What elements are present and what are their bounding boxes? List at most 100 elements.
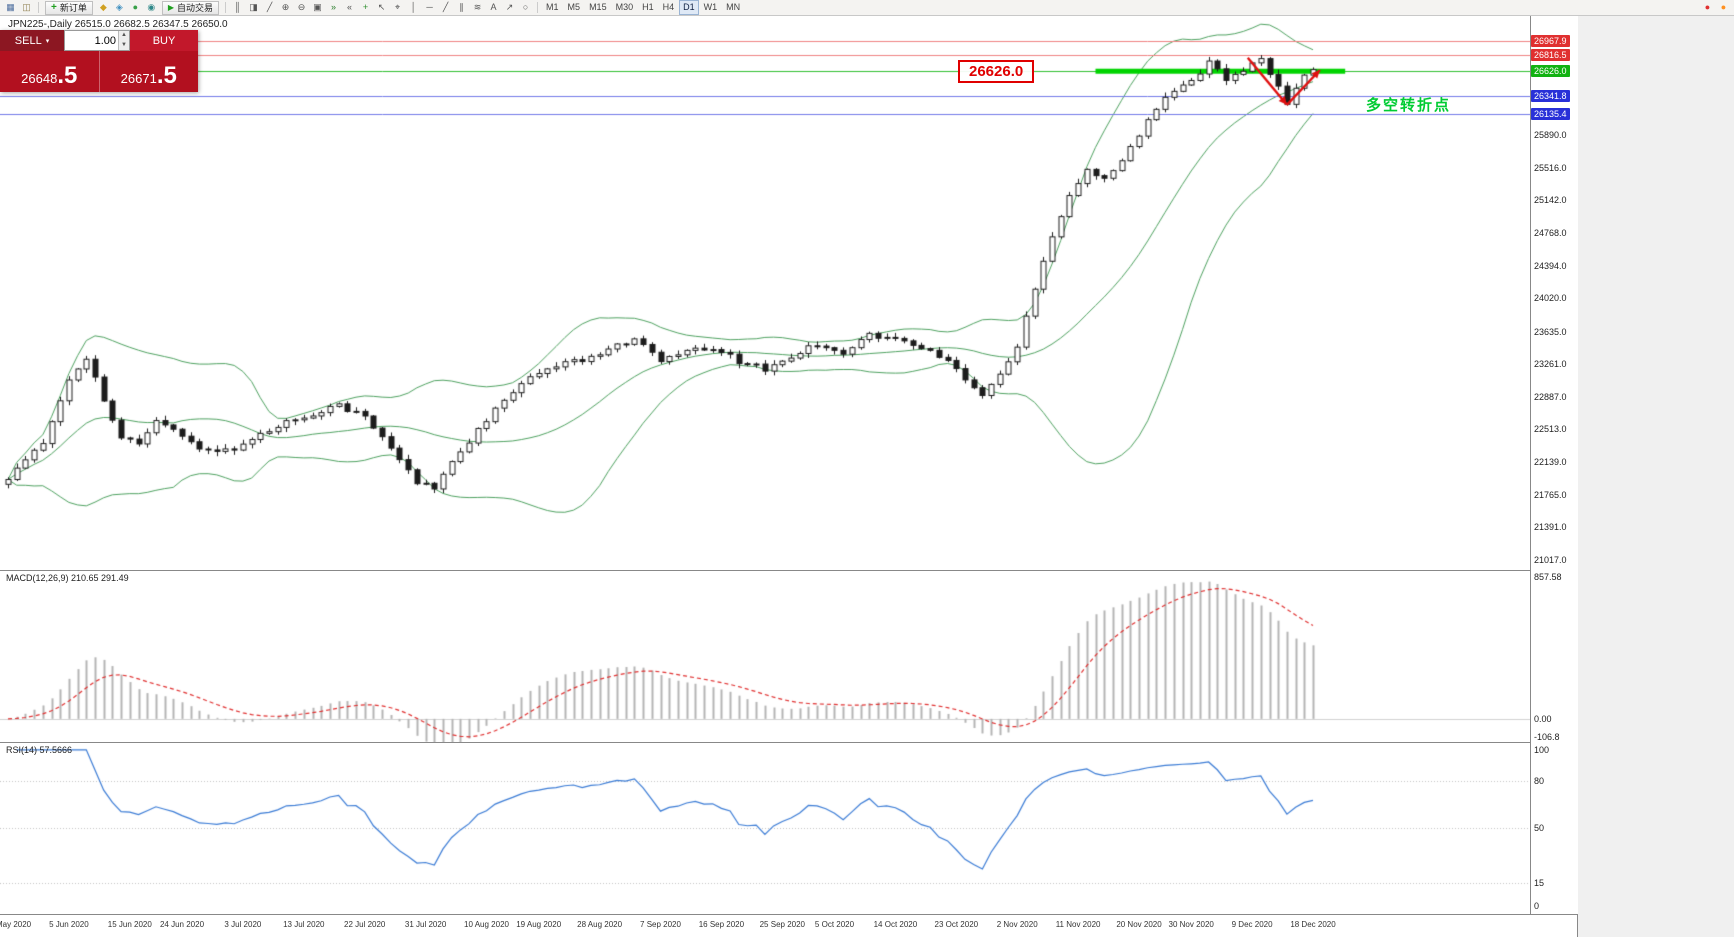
date-axis-label: 2 Nov 2020 xyxy=(996,920,1038,929)
price-axis-tick: 21391.0 xyxy=(1534,522,1567,533)
timeframe-m1[interactable]: M1 xyxy=(546,2,559,12)
price-axis-tick: 21765.0 xyxy=(1534,489,1567,500)
timeframe-w1[interactable]: W1 xyxy=(703,2,718,12)
vertical-line-icon[interactable]: │ xyxy=(410,2,417,12)
date-axis-label: 28 Aug 2020 xyxy=(577,920,623,929)
horizontal-line-icon[interactable]: ─ xyxy=(426,2,433,12)
timeframe-m30[interactable]: M30 xyxy=(615,2,634,12)
timeframe-h1[interactable]: H1 xyxy=(642,2,654,12)
date-axis-label: 7 Sep 2020 xyxy=(640,920,681,929)
plus-icon: + xyxy=(51,2,57,13)
timeframe-h4[interactable]: H4 xyxy=(662,2,675,12)
candlestick-chart-icon[interactable]: ◨ xyxy=(249,2,258,12)
chart-window: 27 May 2020 5 Jun 2020 15 Jun 2020 24 Jun 2… xyxy=(0,16,1578,937)
date-axis-label: 14 Oct 2020 xyxy=(873,920,918,929)
text-label-icon[interactable]: A xyxy=(490,2,497,12)
toolbar-separator xyxy=(537,2,539,13)
timeframe-mn[interactable]: MN xyxy=(726,2,741,12)
fibonacci-icon[interactable]: ≋ xyxy=(473,2,482,12)
macd-axis-tick: -106.8 xyxy=(1534,731,1560,742)
terminal-icon[interactable]: ◉ xyxy=(147,2,156,12)
timeframe-m15[interactable]: M15 xyxy=(589,2,607,12)
navigator-icon[interactable]: ● xyxy=(132,2,139,12)
panel-separator xyxy=(0,570,1578,571)
rsi-axis-tick: 0 xyxy=(1534,901,1540,912)
workspace-background xyxy=(1578,16,1734,937)
crosshair-icon[interactable]: ⌖ xyxy=(394,2,401,12)
date-axis-label: 16 Sep 2020 xyxy=(698,920,745,929)
buy-price-pips: .5 xyxy=(156,62,177,89)
autotrading-button[interactable]: ▶ 自动交易 xyxy=(161,0,220,15)
data-window-icon[interactable]: ◈ xyxy=(115,2,123,12)
auto-scroll-icon[interactable]: » xyxy=(331,2,337,12)
toolbar-separator xyxy=(38,2,39,13)
sell-price[interactable]: 26648.5 xyxy=(0,51,99,92)
date-axis-label: 15 Jun 2020 xyxy=(107,920,152,929)
price-axis-tick: 23635.0 xyxy=(1534,326,1567,337)
buy-button[interactable]: BUY xyxy=(130,30,198,51)
sell-price-main: 26648 xyxy=(21,71,58,86)
sell-price-pips: .5 xyxy=(57,62,78,89)
main-chart-canvas[interactable] xyxy=(0,16,1530,570)
timeframe-m5[interactable]: M5 xyxy=(567,2,581,12)
price-axis-tick: 25142.0 xyxy=(1534,195,1567,206)
line-chart-icon[interactable]: ╱ xyxy=(266,2,273,12)
trendline-icon[interactable]: ╱ xyxy=(442,2,449,12)
price-level-tag: 26135.4 xyxy=(1531,107,1570,120)
macd-axis-tick: 0.00 xyxy=(1534,713,1552,724)
sell-button[interactable]: SELL ▾ xyxy=(0,30,64,51)
date-axis-label: 24 Jun 2020 xyxy=(159,920,205,929)
cursor-icon[interactable]: ↖ xyxy=(377,2,386,12)
market-watch-icon[interactable]: ◆ xyxy=(99,2,107,12)
chevron-down-icon: ▾ xyxy=(45,37,50,45)
price-axis-tick: 25890.0 xyxy=(1534,130,1567,141)
chart-shift-icon[interactable]: « xyxy=(347,2,353,12)
new-chart-icon[interactable]: ▦ xyxy=(6,2,15,12)
buy-label: BUY xyxy=(152,34,176,47)
rsi-canvas[interactable] xyxy=(0,742,1530,914)
price-axis-tick: 21017.0 xyxy=(1534,554,1567,565)
date-axis-label: 25 Sep 2020 xyxy=(759,920,805,929)
timeframe-d1[interactable]: D1 xyxy=(679,0,699,15)
rsi-axis-tick: 50 xyxy=(1534,823,1545,833)
macd-canvas[interactable] xyxy=(0,570,1530,742)
volume-up-button[interactable]: ▲ xyxy=(119,31,129,41)
bar-chart-icon[interactable]: ║ xyxy=(234,2,241,12)
date-axis-label: 20 Nov 2020 xyxy=(1116,920,1162,929)
zoom-in-icon[interactable]: ⊕ xyxy=(281,2,290,12)
price-axis-tick: 25516.0 xyxy=(1534,162,1567,173)
price-axis-tick: 23261.0 xyxy=(1534,359,1567,370)
date-axis-label: 31 Jul 2020 xyxy=(404,920,447,929)
buy-price-main: 26671 xyxy=(120,71,157,86)
arrows-icon[interactable]: ↗ xyxy=(505,2,514,12)
rsi-axis-tick: 80 xyxy=(1534,776,1545,787)
date-axis-label: 27 May 2020 xyxy=(0,920,32,929)
volume-input[interactable] xyxy=(65,31,119,50)
annotation-text: 多空转折点 xyxy=(1366,97,1452,114)
tile-windows-icon[interactable]: ▣ xyxy=(313,2,322,12)
price-level-tag: 26816.5 xyxy=(1531,48,1570,61)
price-level-tag: 26967.9 xyxy=(1531,35,1570,48)
volume-box: ▲ ▼ xyxy=(64,30,130,51)
new-order-button[interactable]: + 新订单 xyxy=(45,0,93,15)
record-icon: ● xyxy=(1704,2,1711,12)
toolbar-separator xyxy=(225,2,227,13)
date-axis-label: 23 Oct 2020 xyxy=(934,920,979,929)
shapes-icon[interactable]: ○ xyxy=(522,2,529,12)
date-axis-label: 22 Jul 2020 xyxy=(344,920,386,929)
community-icon: ● xyxy=(1720,2,1727,12)
chart-profiles-icon[interactable]: ◫ xyxy=(22,2,31,12)
date-axis-label: 19 Aug 2020 xyxy=(516,920,562,929)
sell-label: SELL xyxy=(14,34,42,47)
volume-down-button[interactable]: ▼ xyxy=(119,40,129,50)
macd-label: MACD(12,26,9) 210.65 291.49 xyxy=(6,573,129,583)
toolbar: ▦ ◫ + 新订单 ◆ ◈ ● ◉ ▶ 自动交易 ║ ◨ ╱ ⊕ ⊖ ▣ » « + ↖ ⌖ │ ─ ╱ ∥ ≋ A ↗ ○… xyxy=(0,0,1734,16)
price-level-tag: 26626.0 xyxy=(1531,65,1570,78)
equidistant-channel-icon[interactable]: ∥ xyxy=(459,2,464,12)
indicators-icon[interactable]: + xyxy=(362,2,369,12)
date-axis-label: 3 Jul 2020 xyxy=(224,920,262,929)
date-axis-label: 5 Oct 2020 xyxy=(814,920,855,929)
price-axis xyxy=(1530,16,1578,914)
buy-price[interactable]: 26671.5 xyxy=(100,51,199,92)
zoom-out-icon[interactable]: ⊖ xyxy=(297,2,306,12)
